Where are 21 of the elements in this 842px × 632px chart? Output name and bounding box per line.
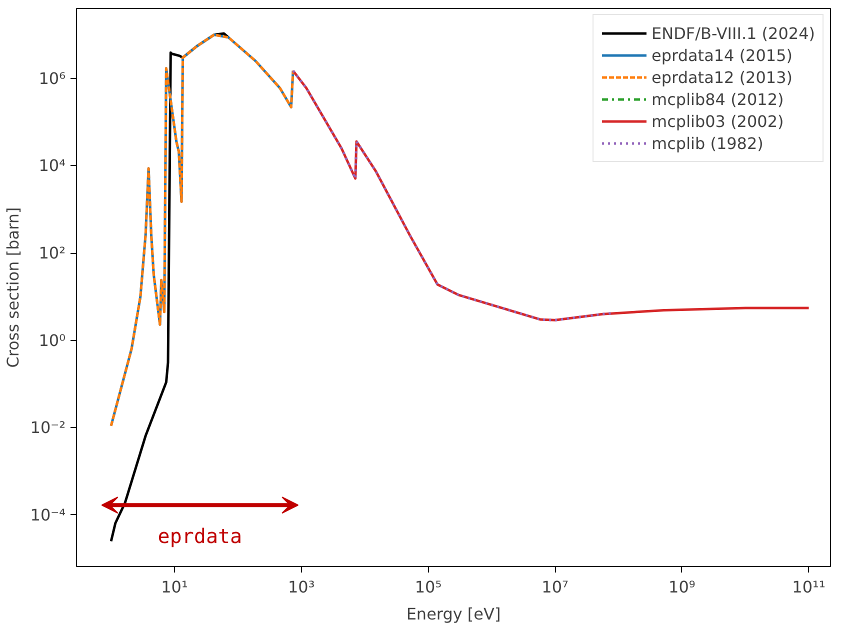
legend-label: mcplib03 (2002) [652, 112, 784, 130]
x-tick-label: 10¹ [161, 578, 188, 596]
x-tick-label: 10⁵ [414, 578, 442, 596]
legend-label: eprdata14 (2015) [652, 46, 793, 64]
legend-label: mcplib84 (2012) [652, 90, 784, 108]
y-tick-label: 10⁴ [38, 156, 66, 176]
y-tick-label: 10⁶ [38, 68, 66, 88]
y-tick-label: 10⁰ [38, 330, 66, 350]
y-tick-label: 10⁻⁴ [30, 505, 66, 524]
y-tick-label: 10² [38, 244, 66, 263]
legend-label: ENDF/B-VIII.1 (2024) [652, 24, 815, 42]
annotation: eprdata [158, 524, 242, 548]
x-axis-title: Energy [eV] [406, 604, 501, 624]
x-tick-label: 10⁹ [668, 578, 696, 596]
x-tick-label: 10⁷ [542, 578, 568, 596]
x-tick-label: 10¹¹ [792, 578, 826, 596]
legend-label: mcplib (1982) [652, 134, 764, 152]
legend-label: eprdata12 (2013) [652, 68, 793, 86]
x-tick-label: 10³ [288, 578, 315, 596]
y-axis-title: Cross section [barn] [3, 207, 22, 368]
y-tick-label: 10⁻² [30, 418, 66, 438]
